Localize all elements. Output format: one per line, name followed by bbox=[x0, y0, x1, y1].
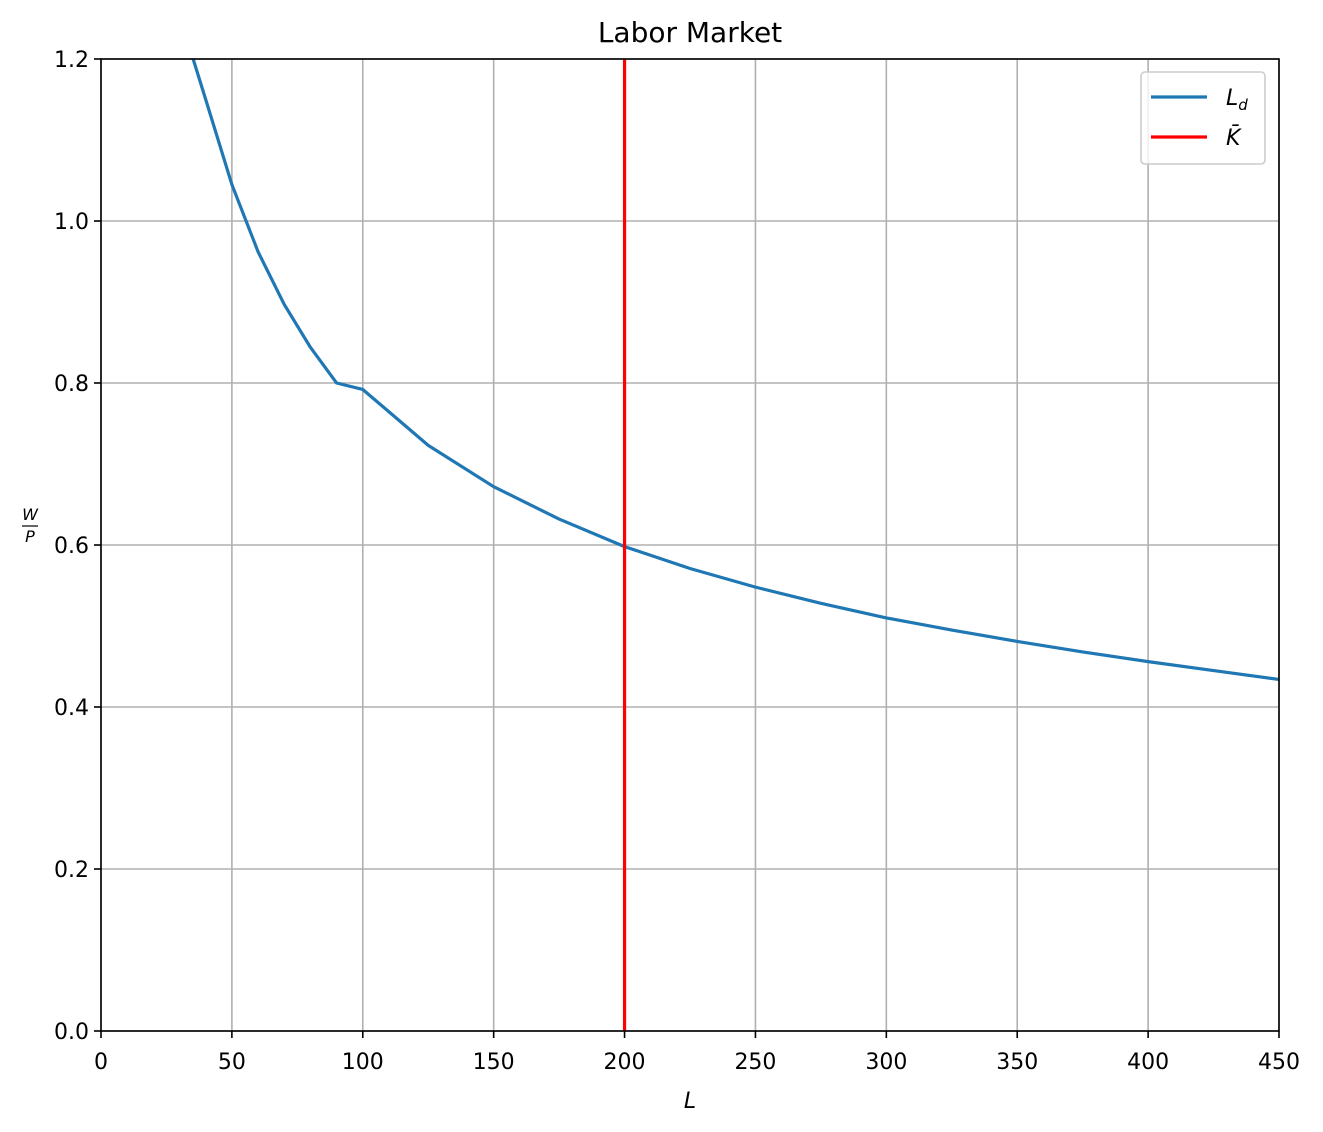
x-tick-label: 50 bbox=[218, 1050, 246, 1075]
x-axis-label: L bbox=[684, 1089, 696, 1114]
x-tick-label: 100 bbox=[342, 1050, 384, 1075]
grid-lines bbox=[100, 58, 1280, 1032]
y-tick-label: 1.0 bbox=[54, 210, 89, 235]
x-tick-label: 250 bbox=[734, 1050, 776, 1075]
y-tick-label: 0.6 bbox=[54, 534, 89, 559]
legend-label: K̄ bbox=[1226, 125, 1242, 151]
x-tick-label: 150 bbox=[473, 1050, 515, 1075]
x-tick-label: 350 bbox=[996, 1050, 1038, 1075]
legend-box bbox=[1140, 71, 1266, 165]
chart-title: Labor Market bbox=[598, 16, 782, 49]
y-tick-label: 0.8 bbox=[54, 372, 89, 397]
series-labor-demand-curve bbox=[191, 58, 1280, 682]
y-tick-label: 0.0 bbox=[54, 1020, 89, 1045]
y-axis-label-numerator: W bbox=[22, 505, 39, 524]
y-axis-label-denominator: P bbox=[25, 527, 35, 546]
x-tick-label: 450 bbox=[1258, 1050, 1300, 1075]
x-tick-label: 200 bbox=[604, 1050, 646, 1075]
series-layer bbox=[191, 58, 1280, 1031]
y-tick-label: 0.2 bbox=[54, 858, 89, 883]
x-axis-ticks: 0 50 100 150 200 250 300 350 400 450 bbox=[94, 1031, 1300, 1075]
legend: LdK̄ bbox=[1140, 71, 1266, 165]
x-tick-label: 300 bbox=[865, 1050, 907, 1075]
x-tick-label: 400 bbox=[1127, 1050, 1169, 1075]
y-tick-label: 0.4 bbox=[54, 696, 89, 721]
y-axis-label: W P bbox=[22, 505, 39, 546]
y-axis-ticks: 0.0 0.2 0.4 0.6 0.8 1.0 1.2 bbox=[54, 48, 101, 1045]
y-tick-label: 1.2 bbox=[54, 48, 89, 73]
x-tick-label: 0 bbox=[94, 1050, 108, 1075]
